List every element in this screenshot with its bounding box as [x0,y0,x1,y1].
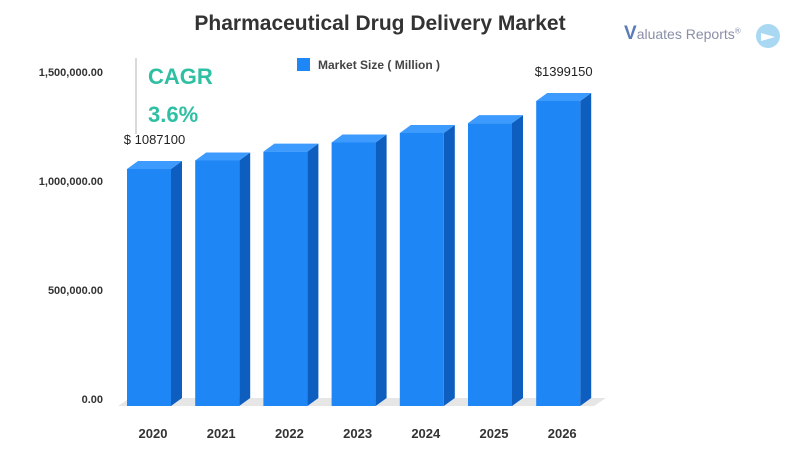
bar-front [331,142,376,406]
bar-top [195,152,251,161]
y-tick-label: 1,000,000.00 [39,176,103,188]
bar-top [331,134,387,143]
bar [399,124,455,406]
y-axis-ticks: 0.00 500,000.00 1,000,000.00 1,500,000.00 [39,67,103,406]
y-tick-label: 1,500,000.00 [39,67,103,79]
bars [127,92,592,407]
data-label: $ 1087100 [124,132,185,147]
bar-front [127,169,171,406]
x-tick-label: 2023 [343,426,372,441]
y-tick-label: 500,000.00 [48,285,103,297]
bar-front [263,151,308,406]
bar-side [239,152,251,406]
cagr-callout: CAGR 3.6% [135,58,213,134]
bar [468,115,523,406]
bar [331,134,387,406]
legend-label: Market Size ( Million ) [318,58,440,72]
bar [127,161,182,406]
chart-title: Pharmaceutical Drug Delivery Market [194,12,566,35]
bar-side [580,92,592,407]
bar-front [399,132,444,406]
bar-front [468,123,512,406]
paper-plane-icon [756,24,780,48]
bar-top [127,161,182,170]
bar-top [399,124,455,133]
bar-top [468,115,523,124]
x-tick-label: 2021 [207,426,236,441]
bar-side [512,115,523,406]
data-labels: $ 1087100 $1399150 [124,64,593,147]
bar-front [195,160,240,406]
brand-mark: ® [734,26,741,36]
x-tick-label: 2026 [548,426,577,441]
y-tick-label: 0.00 [82,394,103,406]
bar-top [536,92,592,101]
bar-side [443,124,455,406]
x-tick-label: 2020 [139,426,168,441]
x-axis-ticks: 2020 2021 2022 2023 2024 2025 2026 [139,426,577,441]
bar-side [171,161,182,406]
bar-top [263,143,319,152]
bar [536,92,592,407]
brand-name: aluates Reports [636,26,735,42]
data-label: $1399150 [535,64,593,79]
bar-front [536,100,581,407]
legend: Market Size ( Million ) [297,58,440,72]
x-tick-label: 2024 [411,426,441,441]
brand-letter: V [624,23,637,44]
x-tick-label: 2025 [480,426,509,441]
cagr-value: 3.6% [148,102,198,127]
legend-swatch [297,58,310,71]
bar-side [307,143,319,407]
cagr-label: CAGR [148,64,213,89]
brand-logo: Valuates Reports® [624,23,741,45]
x-tick-label: 2022 [275,426,304,441]
bar-side [375,134,387,406]
bar [195,152,251,406]
bar [263,143,319,407]
